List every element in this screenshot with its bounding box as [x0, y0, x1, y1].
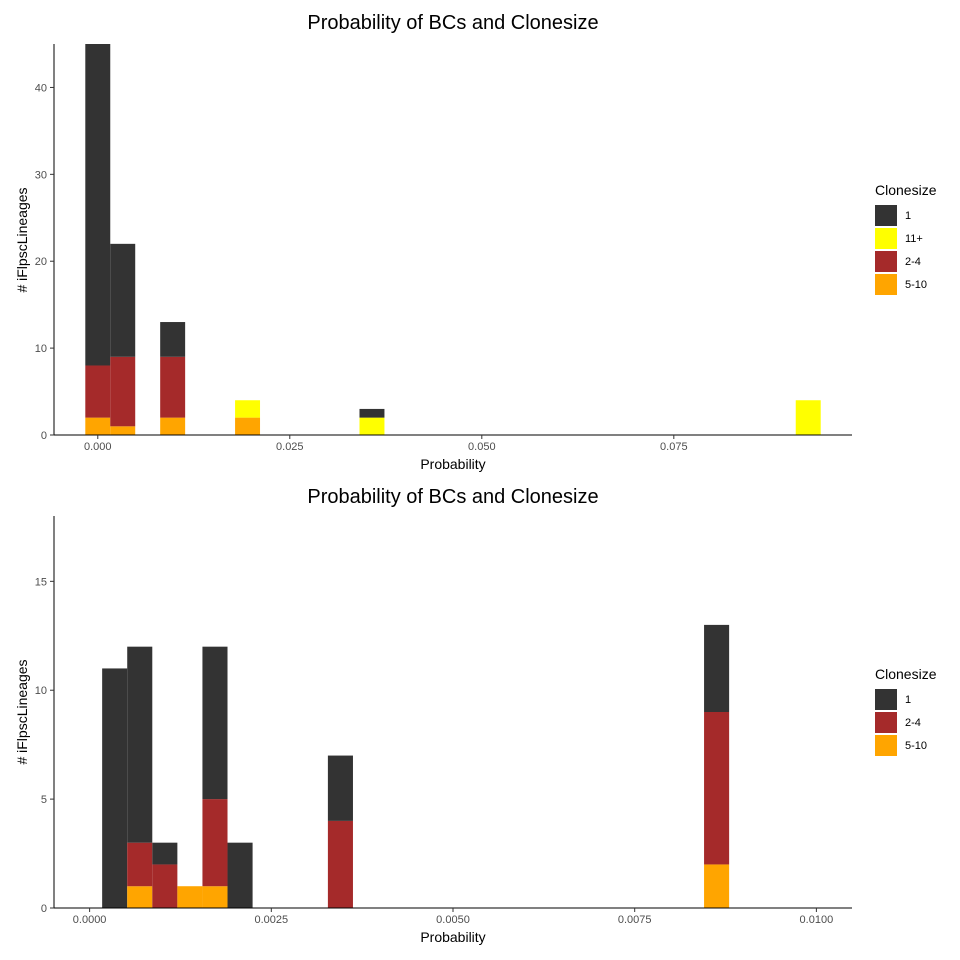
- x-tick-label: 0.0075: [618, 914, 652, 926]
- bar-segment-5-10-bin-7: [704, 864, 730, 908]
- legend-title: Clonesize: [875, 666, 937, 682]
- bar-segment-2-4-bin-2: [152, 864, 178, 908]
- bar-segment-5-10-bin-3: [177, 886, 203, 908]
- bar-segment-1-bin-4: [202, 646, 228, 800]
- bar-segment-1-bin-4: [359, 408, 385, 418]
- y-tick-label: 10: [35, 685, 47, 697]
- chart-title: Probability of BCs and Clonesize: [307, 486, 598, 508]
- y-tick-label: 5: [41, 794, 47, 806]
- x-axis-label: Probability: [420, 456, 485, 472]
- legend-swatch-2-4: [875, 251, 897, 272]
- chart-panel-bottom: Probability of BCs and Clonesize 0.0000 0…: [14, 486, 937, 945]
- legend-swatch-11+: [875, 228, 897, 249]
- bar-segment-5-10-bin-1: [127, 886, 153, 908]
- x-tick-label: 0.075: [660, 441, 688, 453]
- bar-segment-11+-bin-4: [359, 417, 385, 435]
- bar-segment-5-10-bin-0: [85, 417, 111, 435]
- legend-label: 2-4: [905, 717, 921, 729]
- bar-segment-1-bin-1: [127, 646, 153, 843]
- x-tick-label: 0.0100: [800, 914, 834, 926]
- x-tick-label: 0.0050: [436, 914, 470, 926]
- bar-segment-1-bin-6: [327, 755, 353, 821]
- legend-label: 1: [905, 210, 911, 222]
- bar-segment-2-4-bin-1: [127, 842, 153, 887]
- bar-segment-1-bin-2: [160, 322, 186, 357]
- y-tick-label: 0: [41, 903, 47, 915]
- x-tick-label: 0.000: [84, 441, 112, 453]
- bar-segment-2-4-bin-1: [110, 356, 136, 427]
- bar-segment-11+-bin-5: [795, 400, 821, 435]
- bar-segment-1-bin-2: [152, 842, 178, 865]
- y-axis-label: # iFlpscLineages: [14, 187, 30, 292]
- x-tick-label: 0.0000: [73, 914, 107, 926]
- y-tick-label: 20: [35, 256, 47, 268]
- legend-label: 2-4: [905, 256, 921, 268]
- axis-ticks: 0.0000 0.0025 0.0050 0.0075 0.0100 0 5 10 15: [35, 576, 833, 926]
- legend-label: 5-10: [905, 740, 927, 752]
- x-tick-label: 0.0025: [254, 914, 288, 926]
- x-axis-label: Probability: [420, 929, 485, 945]
- y-tick-label: 10: [35, 343, 47, 355]
- bar-segment-2-4-bin-4: [202, 799, 228, 887]
- bar-segment-2-4-bin-7: [704, 712, 730, 865]
- plot-area: [102, 624, 730, 908]
- x-tick-label: 0.050: [468, 441, 496, 453]
- legend-label: 1: [905, 694, 911, 706]
- bar-segment-2-4-bin-0: [85, 365, 111, 418]
- legend-label: 5-10: [905, 279, 927, 291]
- legend-swatch-1: [875, 205, 897, 226]
- bar-segment-1-bin-5: [227, 842, 253, 908]
- x-tick-label: 0.025: [276, 441, 304, 453]
- legend: Clonesize 1 2-4 5-10: [875, 666, 937, 756]
- bar-segment-2-4-bin-2: [160, 356, 186, 418]
- axis-ticks: 0.000 0.025 0.050 0.075 0 10 20 30 40: [35, 82, 688, 453]
- y-tick-label: 30: [35, 169, 47, 181]
- y-tick-label: 40: [35, 82, 47, 94]
- bar-segment-1-bin-1: [110, 243, 136, 357]
- y-tick-label: 15: [35, 576, 47, 588]
- bar-segment-5-10-bin-3: [235, 417, 261, 435]
- legend-swatch-5-10: [875, 274, 897, 295]
- y-axis-label: # iFlpscLineages: [14, 659, 30, 764]
- bar-segment-5-10-bin-1: [110, 426, 136, 435]
- bar-segment-1-bin-0: [102, 668, 128, 908]
- legend-label: 11+: [905, 233, 923, 245]
- legend-title: Clonesize: [875, 182, 937, 198]
- bar-segment-5-10-bin-2: [160, 417, 186, 435]
- legend-swatch-5-10: [875, 735, 897, 756]
- bar-segment-1-bin-0: [85, 44, 111, 366]
- bar-segment-5-10-bin-4: [202, 886, 228, 908]
- y-tick-label: 0: [41, 430, 47, 442]
- bar-segment-1-bin-7: [704, 624, 730, 712]
- bar-segment-2-4-bin-6: [327, 820, 353, 908]
- bar-segment-11+-bin-3: [235, 400, 261, 418]
- chart-title: Probability of BCs and Clonesize: [307, 12, 598, 34]
- legend: Clonesize 1 11+ 2-4 5-10: [875, 182, 937, 295]
- plot-area: [85, 44, 821, 435]
- legend-swatch-2-4: [875, 712, 897, 733]
- legend-swatch-1: [875, 689, 897, 710]
- chart-panel-top: Probability of BCs and Clonesize 0.000 0.…: [14, 12, 937, 472]
